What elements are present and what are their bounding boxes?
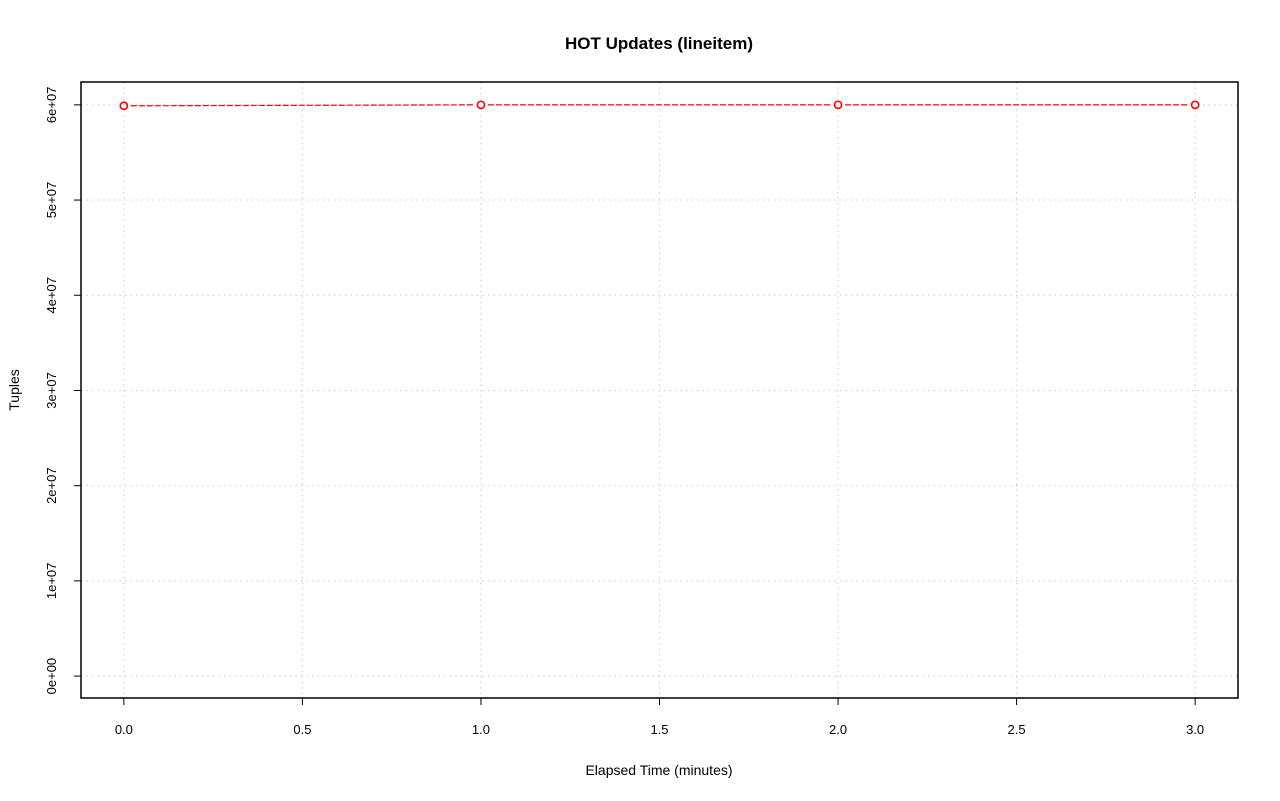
x-tick-label: 1.5 [650, 722, 668, 737]
data-point [1190, 100, 1200, 110]
y-tick-label: 5e+07 [44, 182, 59, 219]
chart-title: HOT Updates (lineitem) [565, 34, 753, 53]
y-tick-label: 6e+07 [44, 87, 59, 124]
x-tick-label: 0.0 [115, 722, 133, 737]
y-axis-label: Tuples [6, 369, 22, 411]
data-point [119, 101, 129, 111]
y-tick-label: 1e+07 [44, 563, 59, 600]
x-axis-label: Elapsed Time (minutes) [585, 762, 732, 778]
y-tick-label: 3e+07 [44, 372, 59, 409]
axes: 0.0 0.5 1.0 1.5 2.0 2.5 3.0 0e+00 1e+07 2e+07 3e+0… [44, 87, 1204, 737]
y-tick-label: 0e+00 [44, 658, 59, 695]
plot-frame [80, 81, 1239, 699]
data-point [476, 100, 486, 110]
x-tick-label: 2.5 [1008, 722, 1026, 737]
x-tick-label: 0.5 [293, 722, 311, 737]
grid [81, 82, 1238, 698]
x-tick-label: 2.0 [829, 722, 847, 737]
data-point [833, 100, 843, 110]
x-tick-label: 1.0 [472, 722, 490, 737]
y-tick-label: 4e+07 [44, 277, 59, 314]
series-line-segment [130, 104, 474, 107]
y-tick-label: 2e+07 [44, 467, 59, 504]
x-tick-label: 3.0 [1186, 722, 1204, 737]
series [119, 100, 1200, 111]
